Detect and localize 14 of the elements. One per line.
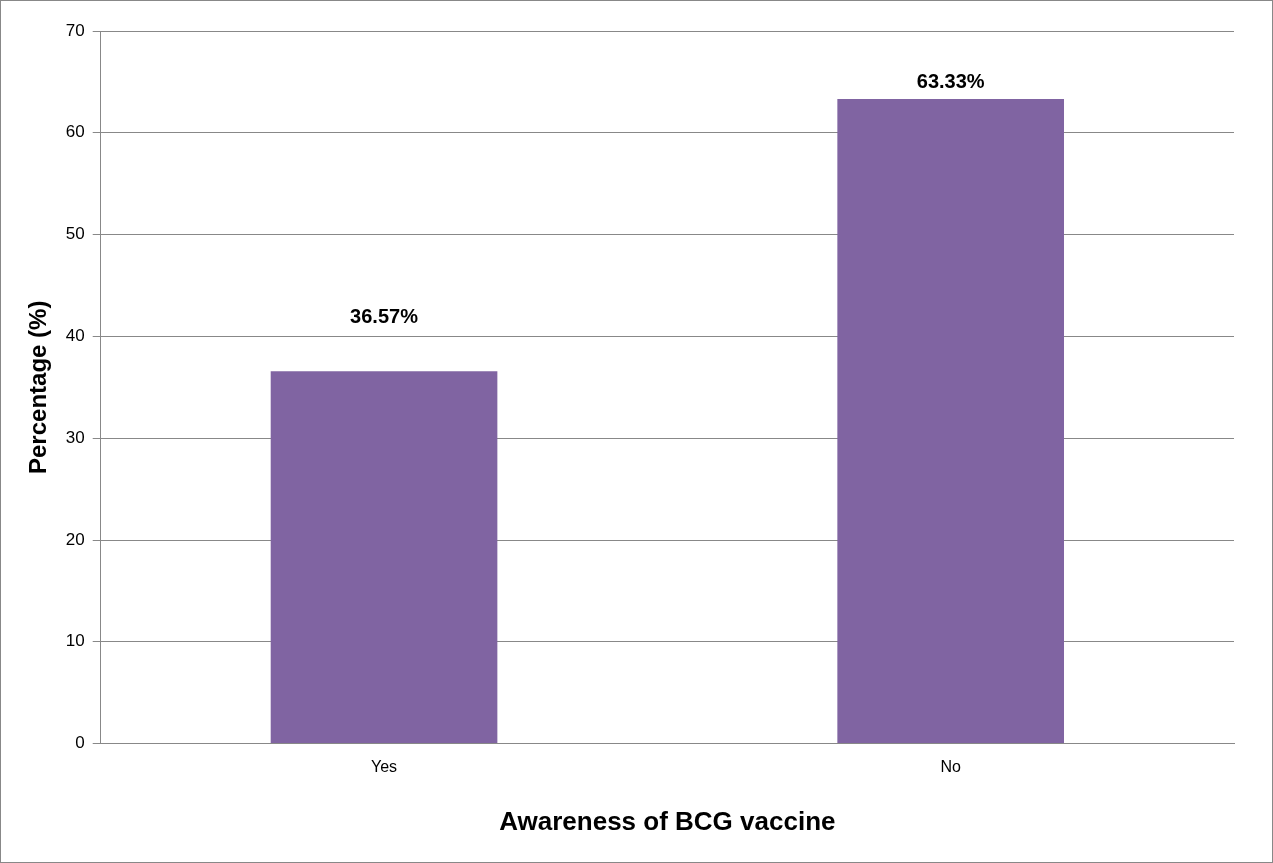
y-tick-label: 60 bbox=[65, 122, 85, 142]
y-tick-label: 10 bbox=[65, 631, 85, 651]
y-tick-label: 70 bbox=[65, 20, 85, 40]
y-tick-label: 40 bbox=[65, 326, 85, 346]
x-axis-title: Awareness of BCG vaccine bbox=[499, 805, 836, 836]
y-tick-label: 0 bbox=[75, 733, 85, 753]
x-tick-label: Yes bbox=[370, 757, 398, 775]
y-tick-label: 20 bbox=[65, 529, 85, 549]
y-axis-title: Percentage (%) bbox=[24, 300, 52, 474]
data-label: 36.57% bbox=[350, 304, 419, 327]
y-tick-label: 50 bbox=[65, 224, 85, 244]
data-label: 63.33% bbox=[916, 70, 985, 93]
x-tick-label: No bbox=[940, 757, 962, 775]
y-tick-label: 30 bbox=[65, 427, 85, 447]
